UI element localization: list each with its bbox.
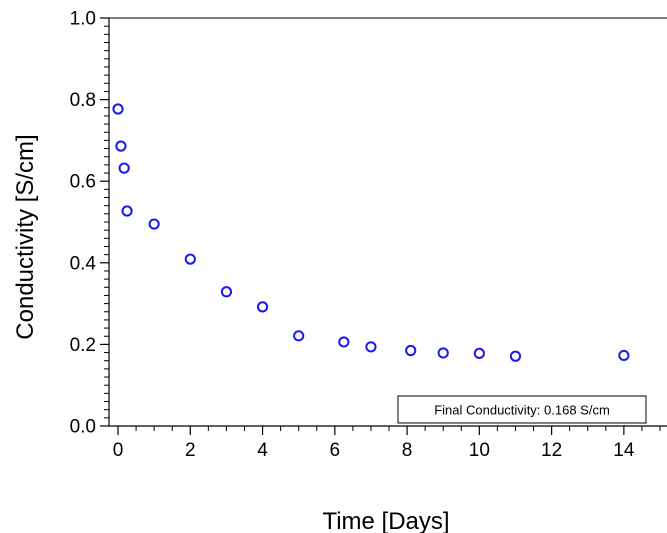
annotation-box: Final Conductivity: 0.168 S/cm xyxy=(397,395,647,424)
y-tick-label: 0.8 xyxy=(70,90,96,111)
y-axis-title: Conductivity [S/cm] xyxy=(12,134,39,339)
data-point xyxy=(118,162,130,174)
data-point xyxy=(148,218,160,230)
y-tick-label: 0.2 xyxy=(70,335,96,356)
data-point xyxy=(293,330,305,342)
y-tick-label: 0.0 xyxy=(70,417,96,438)
annotation-text: Final Conductivity: 0.168 S/cm xyxy=(434,403,610,418)
data-point xyxy=(338,336,350,348)
x-tick-label: 12 xyxy=(541,440,562,461)
data-point xyxy=(405,344,417,357)
x-tick-label: 6 xyxy=(330,440,341,461)
x-tick-label: 4 xyxy=(257,440,268,461)
x-axis-title: Time [Days] xyxy=(322,508,449,533)
ticks-group: 0 2 4 6 8 10 12 14 0.0 0.2 0.4 0.6 0.8 1.0 xyxy=(70,9,661,461)
data-point xyxy=(112,103,124,115)
data-point xyxy=(121,205,133,217)
x-tick-label: 0 xyxy=(113,440,124,461)
annotation-frame xyxy=(397,395,647,424)
data-point xyxy=(473,347,485,359)
x-tick-label: 10 xyxy=(469,440,490,461)
data-points-group xyxy=(112,103,630,362)
x-tick-label: 14 xyxy=(613,440,635,461)
data-point xyxy=(618,349,630,362)
data-point xyxy=(184,253,196,265)
y-tick-label: 0.4 xyxy=(70,253,97,274)
data-point xyxy=(365,341,377,353)
y-tick-label: 1.0 xyxy=(70,9,96,30)
data-point xyxy=(115,140,127,152)
data-point xyxy=(509,350,522,362)
x-tick-label: 2 xyxy=(185,440,196,461)
y-tick-label: 0.6 xyxy=(70,172,96,193)
data-point xyxy=(256,301,269,313)
data-point xyxy=(437,347,449,359)
data-point xyxy=(220,286,233,298)
x-tick-label: 8 xyxy=(402,440,413,461)
